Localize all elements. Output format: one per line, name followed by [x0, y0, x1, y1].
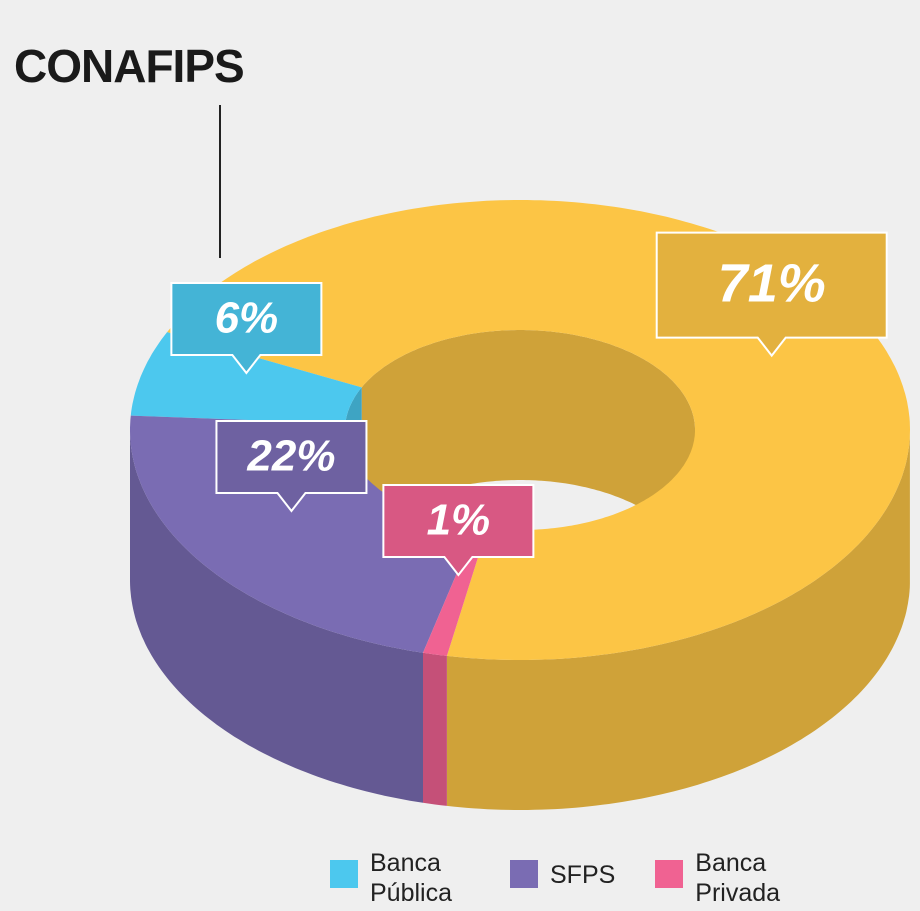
- callout: 1%: [382, 484, 535, 577]
- outer-wall: [423, 652, 447, 806]
- legend-item: Banca Pública: [330, 848, 470, 908]
- data-label: 1%: [427, 496, 491, 545]
- data-label: 22%: [246, 432, 335, 481]
- legend-swatch: [330, 860, 358, 888]
- legend-item: Banca Privada: [655, 848, 795, 908]
- legend-swatch: [655, 860, 684, 888]
- callout-box: [655, 231, 888, 358]
- legend: Banca Pública SFPS Banca Privada: [330, 848, 795, 908]
- outer-wall: [446, 433, 910, 810]
- outer-wall: [130, 431, 423, 803]
- callout: 71%: [655, 231, 888, 358]
- legend-label: Banca Privada: [695, 849, 781, 907]
- callout: 6%: [170, 281, 323, 375]
- callout-box: [215, 419, 368, 513]
- legend-swatch: [510, 860, 538, 888]
- legend-label: Banca Pública: [370, 849, 452, 907]
- legend-label: SFPS: [550, 861, 616, 889]
- callout-box: [382, 484, 535, 577]
- outer-walls: [130, 431, 910, 810]
- legend-item: SFPS: [510, 848, 615, 908]
- logo: CONAFIPS: [14, 40, 244, 92]
- inner-wall: [361, 330, 695, 580]
- callout: 22%: [215, 419, 368, 513]
- callout-box: [170, 281, 323, 375]
- callouts: 71% 6% 22% 1%: [170, 231, 888, 577]
- data-label: 71%: [718, 253, 826, 313]
- data-label: 6%: [215, 294, 279, 343]
